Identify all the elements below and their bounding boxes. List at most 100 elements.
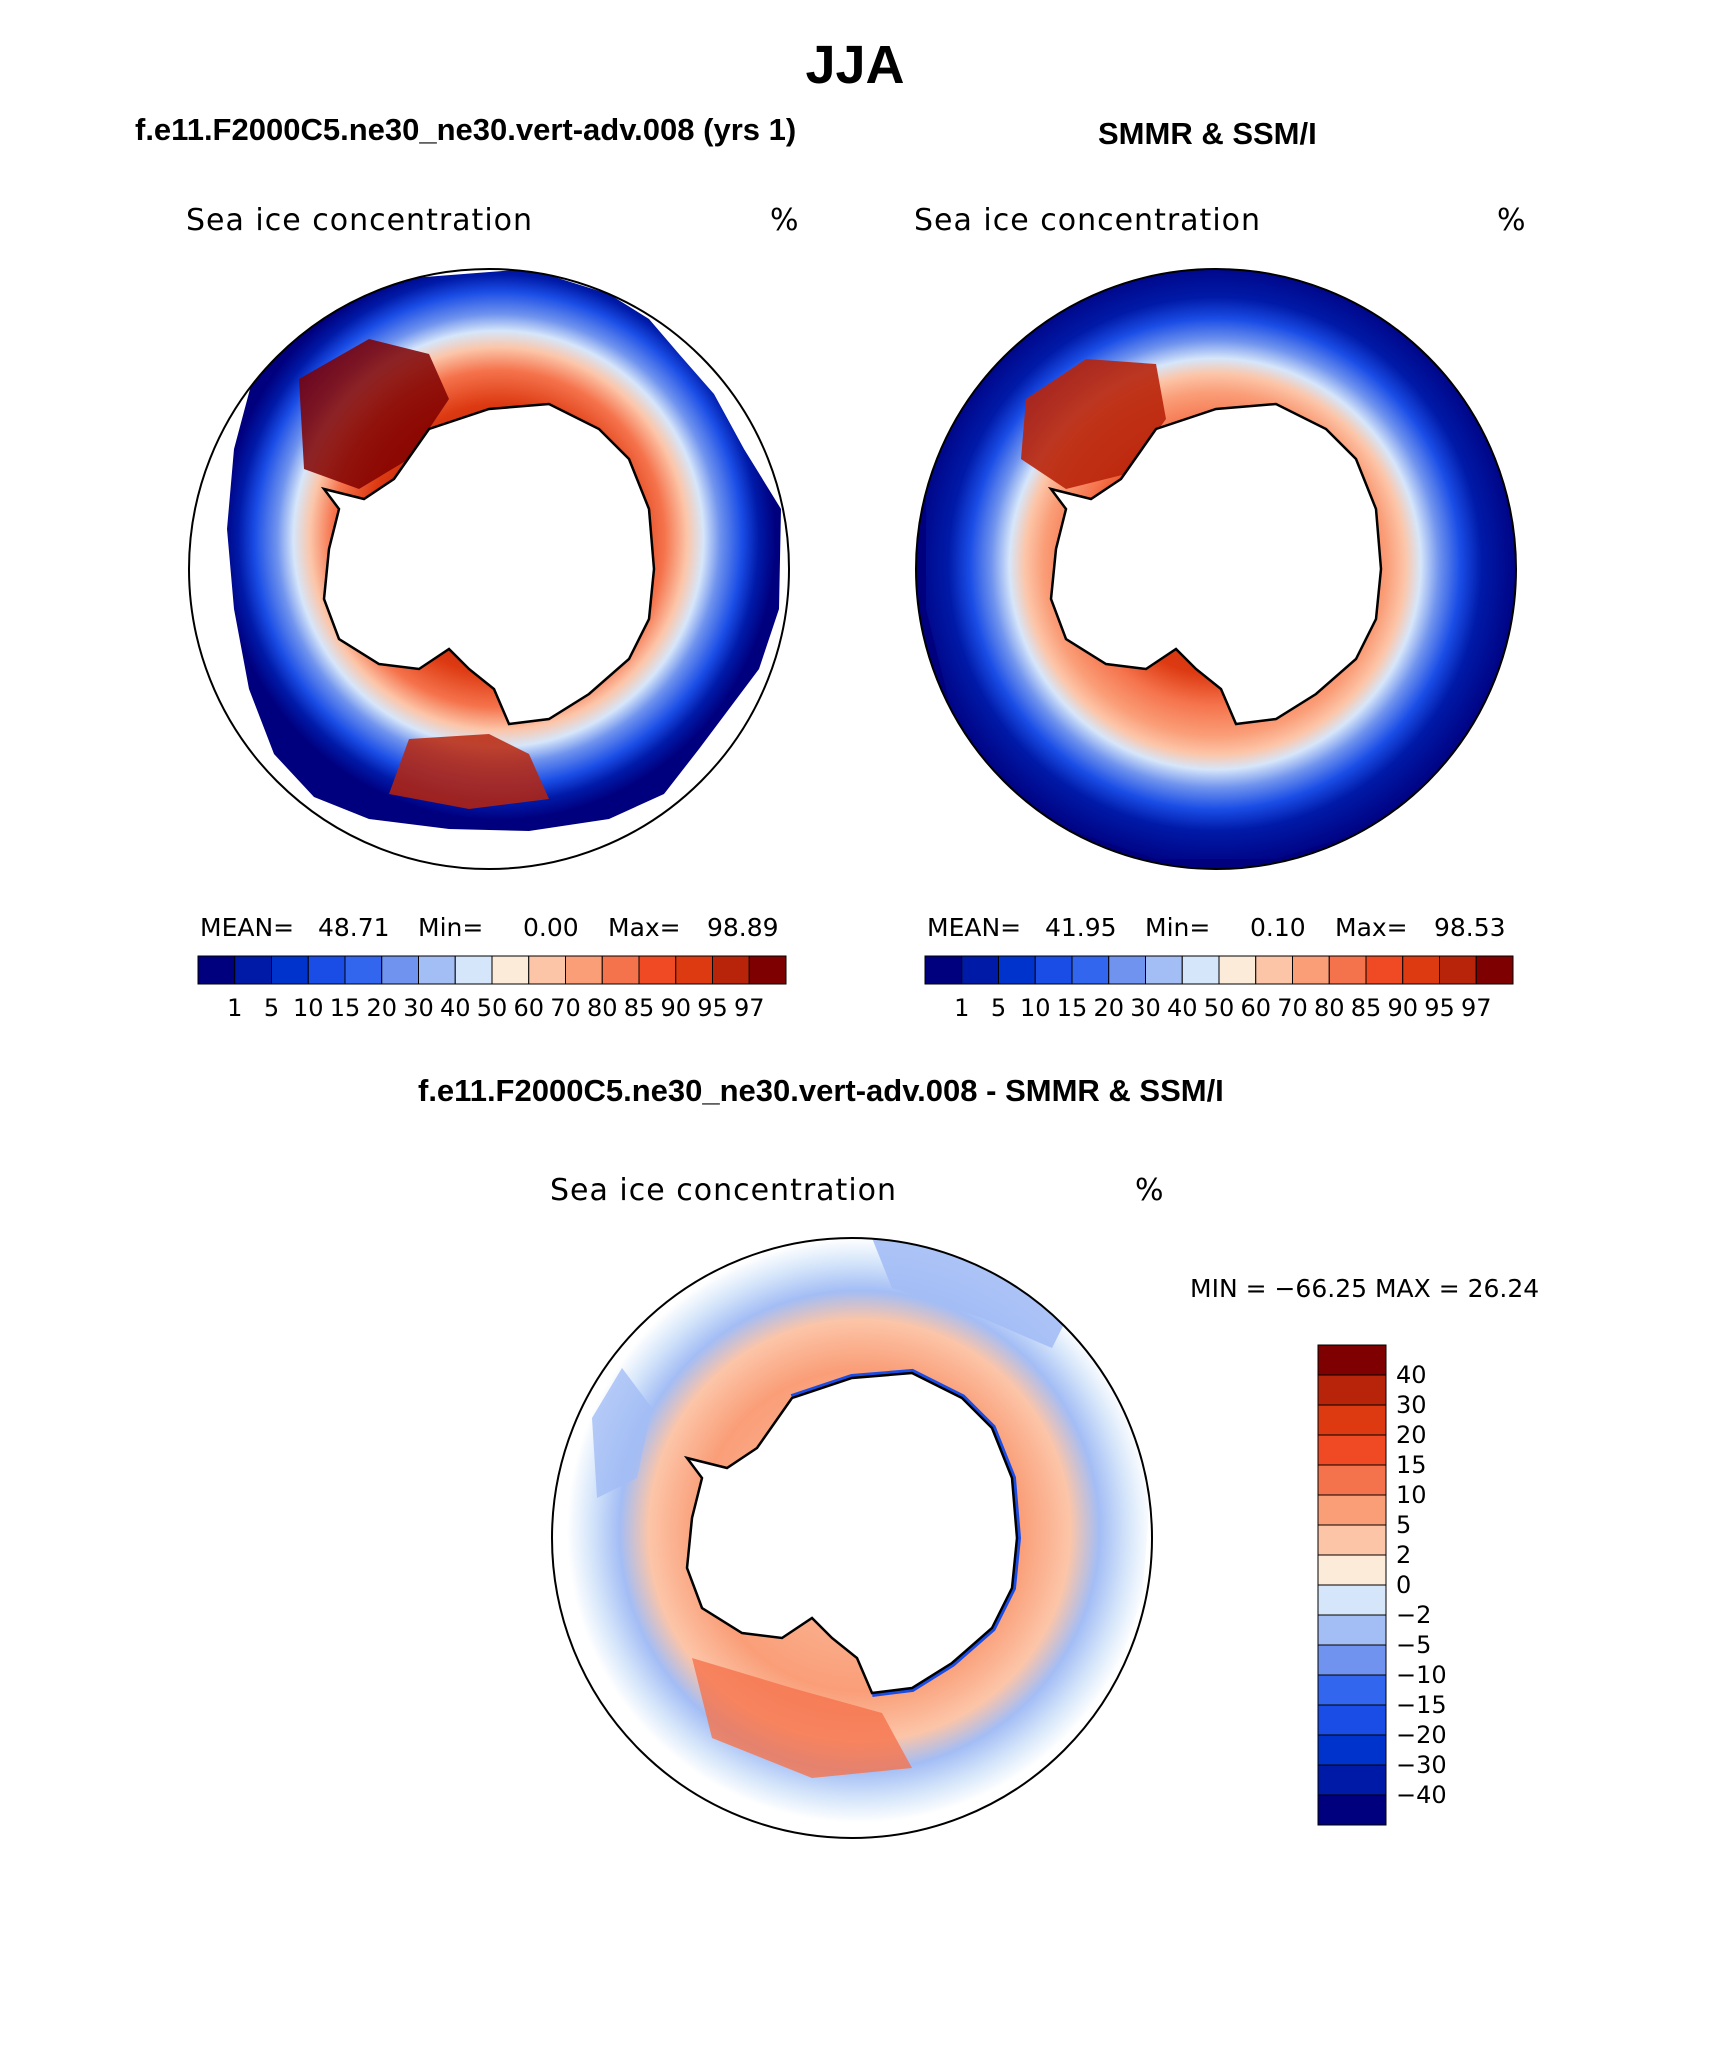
obs-colorbar-swatch [1145,955,1183,985]
diff-colorbar-swatch [1317,1434,1387,1466]
model-colorbar-swatch [638,955,677,985]
model-colorbar-tick-label: 60 [513,994,545,1022]
model-colorbar-tick-label: 5 [263,994,280,1022]
diff-colorbar-tick-label: 15 [1396,1451,1427,1479]
model-mean-value: 48.71 [318,913,390,942]
obs-min-value: 0.10 [1250,913,1306,942]
obs-colorbar-swatch [998,955,1036,985]
diff-colorbar-tick-label: −5 [1396,1631,1432,1659]
obs-panel-title: SMMR & SSM/I [1098,116,1317,151]
model-polar-map [188,268,790,870]
obs-colorbar-swatch [1475,955,1514,985]
antarctica-landmass [683,1371,1019,1695]
obs-colorbar-tick-label: 15 [1056,994,1088,1022]
diff-colorbar-tick-label: −40 [1396,1781,1447,1809]
diff-colorbar-swatch [1317,1704,1387,1736]
obs-colorbar-tick-label: 95 [1424,994,1455,1022]
obs-colorbar-swatch [1255,955,1293,985]
obs-colorbar-tick-label: 85 [1350,994,1382,1022]
diff-colorbar-tick-label: 2 [1396,1541,1412,1569]
obs-colorbar-tick-label: 40 [1166,994,1198,1022]
diff-positive-patch-south [692,1658,912,1778]
obs-colorbar-swatch [1402,955,1440,985]
model-colorbar-tick-label: 10 [292,994,324,1022]
antarctica-landmass [1047,402,1383,726]
obs-ice-dark-core [1021,359,1166,489]
obs-min-label: Min= [1145,913,1211,942]
diff-colorbar-tick-label: −15 [1396,1691,1447,1719]
model-colorbar-swatch [307,955,346,985]
diff-colorbar-ticks: 40 30 20 15 10 5 2 0 −2 −5 −10 −15 −20 −30 −40 [1396,1345,1516,1827]
diff-panel-title: f.e11.F2000C5.ne30_ne30.vert-adv.008 - S… [418,1073,1224,1108]
diff-minmax-label: MIN = −66.25 MAX = 26.24 [1190,1274,1540,1303]
obs-colorbar-tick-label: 20 [1093,994,1125,1022]
diff-colorbar-tick-label: −30 [1396,1751,1447,1779]
model-colorbar-tick-label: 90 [660,994,692,1022]
model-colorbar-ticks: 1 5 10 15 20 30 40 50 60 70 80 85 90 95 97 [198,994,786,1024]
diff-variable-label: Sea ice concentration [550,1173,898,1208]
obs-colorbar-swatch [1328,955,1367,985]
model-panel-title: f.e11.F2000C5.ne30_ne30.vert-adv.008 (yr… [135,112,797,147]
model-colorbar-swatch [565,955,603,985]
obs-colorbar [924,955,1514,985]
obs-colorbar-swatch [1108,955,1146,985]
obs-colorbar-ticks: 1 5 10 15 20 30 40 50 60 70 80 85 90 95 97 [925,994,1513,1024]
model-colorbar-tick-label: 80 [586,994,618,1022]
model-ice-dark-core [299,339,449,489]
diff-colorbar-tick-label: 10 [1396,1481,1427,1509]
diff-colorbar-swatch [1317,1614,1387,1646]
obs-colorbar-tick-label: 70 [1277,994,1308,1022]
model-colorbar-tick-label: 20 [366,994,398,1022]
model-colorbar-swatch [712,955,750,985]
diff-colorbar [1317,1344,1387,1826]
obs-colorbar-tick-label: 97 [1460,994,1492,1022]
diff-colorbar-swatch [1317,1554,1387,1586]
model-min-value: 0.00 [523,913,579,942]
model-colorbar-swatch [344,955,383,985]
diff-colorbar-swatch [1317,1734,1387,1766]
model-colorbar-swatch [454,955,493,985]
model-colorbar-tick-label: 50 [476,994,508,1022]
obs-colorbar-swatch [924,955,963,985]
diff-colorbar-swatch [1317,1584,1387,1616]
obs-max-label: Max= [1335,913,1408,942]
diff-colorbar-swatch [1317,1794,1387,1826]
obs-colorbar-swatch [1292,955,1330,985]
obs-colorbar-tick-label: 90 [1387,994,1419,1022]
diff-colorbar-swatch [1317,1764,1387,1796]
diff-colorbar-swatch [1317,1644,1387,1676]
model-min-label: Min= [418,913,484,942]
obs-colorbar-swatch [1071,955,1110,985]
obs-colorbar-tick-label: 5 [990,994,1007,1022]
obs-mean-label: MEAN= [927,913,1022,942]
diff-negative-patch-north [872,1238,1072,1348]
model-colorbar-swatch [748,955,787,985]
obs-colorbar-swatch [961,955,999,985]
diff-colorbar-swatch [1317,1524,1387,1556]
obs-colorbar-swatch [1218,955,1257,985]
diff-colorbar-tick-label: 40 [1396,1361,1427,1389]
obs-variable-label: Sea ice concentration [914,203,1262,238]
obs-colorbar-swatch [1439,955,1477,985]
diff-colorbar-swatch [1317,1494,1387,1526]
diff-colorbar-swatch [1317,1344,1387,1376]
model-colorbar-swatch [234,955,272,985]
model-mean-label: MEAN= [200,913,295,942]
obs-colorbar-tick-label: 1 [954,994,970,1022]
model-colorbar-tick-label: 85 [623,994,655,1022]
model-colorbar-tick-label: 40 [439,994,471,1022]
model-colorbar-swatch [491,955,530,985]
obs-colorbar-swatch [1181,955,1220,985]
model-units-label: % [770,203,800,238]
obs-mean-value: 41.95 [1045,913,1117,942]
model-colorbar-tick-label: 15 [329,994,361,1022]
obs-colorbar-swatch [1034,955,1073,985]
diff-colorbar-swatch [1317,1374,1387,1406]
model-colorbar-swatch [271,955,309,985]
diff-units-label: % [1135,1173,1165,1208]
diff-colorbar-swatch [1317,1404,1387,1436]
model-colorbar-swatch [197,955,236,985]
diff-colorbar-tick-label: 30 [1396,1391,1427,1419]
model-colorbar-swatch [528,955,566,985]
diff-colorbar-tick-label: 20 [1396,1421,1427,1449]
